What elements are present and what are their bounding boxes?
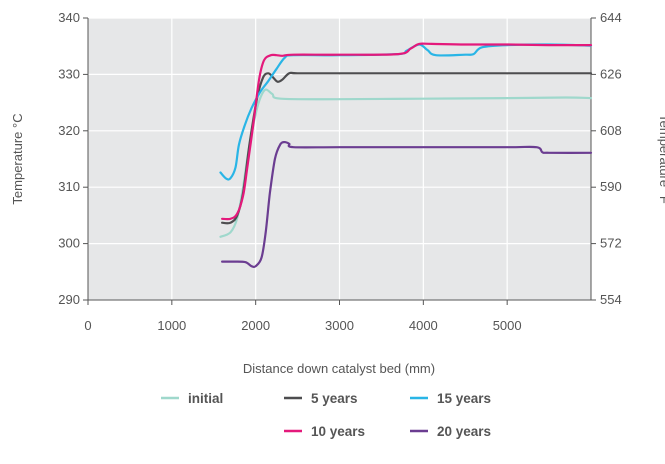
y-axis-title-right: Temperature °F xyxy=(657,114,665,204)
x-axis-title: Distance down catalyst bed (mm) xyxy=(243,361,435,376)
series-line-20-years xyxy=(221,140,593,269)
grid-lines xyxy=(88,17,591,301)
y-tick-label-left: 300 xyxy=(58,236,80,251)
legend: initial 5 years 15 years 10 years 20 years xyxy=(161,391,491,439)
legend-label-5-years: 5 years xyxy=(311,391,358,406)
y-tick-label-right: 572 xyxy=(600,236,622,251)
y-tick-label-right: 590 xyxy=(600,179,622,194)
x-tick-label: 0 xyxy=(84,318,91,333)
legend-label-20-years: 20 years xyxy=(437,424,491,439)
data-series xyxy=(219,42,593,269)
legend-label-10-years: 10 years xyxy=(311,424,365,439)
y-tick-label-right: 554 xyxy=(600,292,622,307)
tick-labels: 290 300 310 320 330 340 554 572 590 608 626 644 0 100… xyxy=(58,10,621,333)
legend-label-15-years: 15 years xyxy=(437,391,491,406)
y-tick-label-right: 644 xyxy=(600,10,622,25)
x-tick-label: 1000 xyxy=(157,318,186,333)
y-tick-label-right: 608 xyxy=(600,123,622,138)
y-tick-label-left: 330 xyxy=(58,66,80,81)
series-line-10-years xyxy=(221,42,593,221)
axes xyxy=(83,17,596,305)
y-axis-title-left: Temperature °C xyxy=(10,113,25,204)
y-tick-label-left: 340 xyxy=(58,10,80,25)
x-tick-label: 5000 xyxy=(493,318,522,333)
y-tick-label-left: 320 xyxy=(58,123,80,138)
y-tick-label-left: 290 xyxy=(58,292,80,307)
x-tick-label: 3000 xyxy=(325,318,354,333)
y-tick-label-left: 310 xyxy=(58,179,80,194)
legend-label-initial: initial xyxy=(188,391,223,406)
y-tick-label-right: 626 xyxy=(600,66,622,81)
x-tick-label: 2000 xyxy=(241,318,270,333)
x-tick-label: 4000 xyxy=(409,318,438,333)
